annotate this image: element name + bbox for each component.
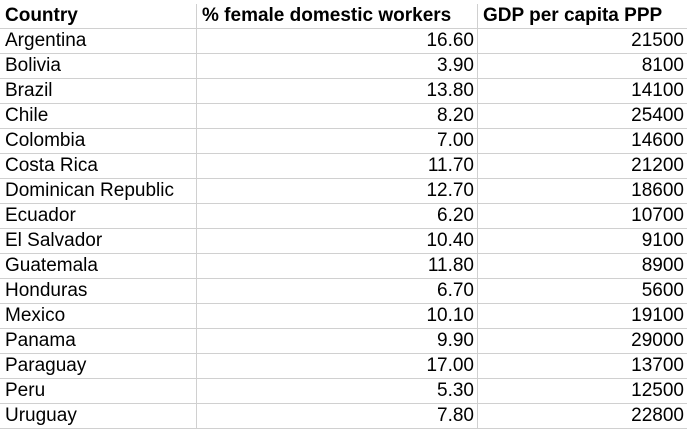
cell-female-domestic-workers[interactable]: 13.80 <box>197 79 478 104</box>
cell-country[interactable]: Mexico <box>0 304 197 329</box>
cell-gdp-per-capita[interactable]: 22800 <box>478 404 687 429</box>
cell-gdp-per-capita[interactable]: 21500 <box>478 29 687 54</box>
cell-country[interactable]: Paraguay <box>0 354 197 379</box>
cell-female-domestic-workers[interactable]: 8.20 <box>197 104 478 129</box>
cell-female-domestic-workers[interactable]: 11.70 <box>197 154 478 179</box>
cell-gdp-per-capita[interactable]: 8900 <box>478 254 687 279</box>
cell-gdp-per-capita[interactable]: 10700 <box>478 204 687 229</box>
cell-country[interactable]: Peru <box>0 379 197 404</box>
cell-country[interactable]: Dominican Republic <box>0 179 197 204</box>
cell-country[interactable]: El Salvador <box>0 229 197 254</box>
cell-female-domestic-workers[interactable]: 16.60 <box>197 29 478 54</box>
cell-female-domestic-workers[interactable]: 10.40 <box>197 229 478 254</box>
cell-female-domestic-workers[interactable]: 11.80 <box>197 254 478 279</box>
cell-female-domestic-workers[interactable]: 7.00 <box>197 129 478 154</box>
cell-country[interactable]: Ecuador <box>0 204 197 229</box>
cell-country[interactable]: Colombia <box>0 129 197 154</box>
cell-country[interactable]: Chile <box>0 104 197 129</box>
cell-female-domestic-workers[interactable]: 7.80 <box>197 404 478 429</box>
cell-country[interactable]: Argentina <box>0 29 197 54</box>
data-table: Country% female domestic workers GDP per … <box>0 4 687 429</box>
spreadsheet-grid: Country% female domestic workers GDP per … <box>0 4 687 433</box>
cell-country[interactable]: Costa Rica <box>0 154 197 179</box>
header-country[interactable]: Country <box>0 4 197 29</box>
cell-gdp-per-capita[interactable]: 5600 <box>478 279 687 304</box>
cell-gdp-per-capita[interactable]: 13700 <box>478 354 687 379</box>
cell-gdp-per-capita[interactable]: 19100 <box>478 304 687 329</box>
header-gdp-per-capita[interactable]: GDP per capita PPP <box>478 4 687 29</box>
cell-gdp-per-capita[interactable]: 14100 <box>478 79 687 104</box>
cell-female-domestic-workers[interactable]: 12.70 <box>197 179 478 204</box>
cell-country[interactable]: Bolivia <box>0 54 197 79</box>
cell-gdp-per-capita[interactable]: 18600 <box>478 179 687 204</box>
cell-gdp-per-capita[interactable]: 29000 <box>478 329 687 354</box>
cell-gdp-per-capita[interactable]: 8100 <box>478 54 687 79</box>
cell-gdp-per-capita[interactable]: 21200 <box>478 154 687 179</box>
cell-female-domestic-workers[interactable]: 17.00 <box>197 354 478 379</box>
cell-female-domestic-workers[interactable]: 3.90 <box>197 54 478 79</box>
cell-country[interactable]: Guatemala <box>0 254 197 279</box>
cell-female-domestic-workers[interactable]: 6.20 <box>197 204 478 229</box>
cell-gdp-per-capita[interactable]: 9100 <box>478 229 687 254</box>
cell-female-domestic-workers[interactable]: 5.30 <box>197 379 478 404</box>
cell-gdp-per-capita[interactable]: 12500 <box>478 379 687 404</box>
cell-country[interactable]: Honduras <box>0 279 197 304</box>
cell-female-domestic-workers[interactable]: 10.10 <box>197 304 478 329</box>
cell-country[interactable]: Brazil <box>0 79 197 104</box>
cell-country[interactable]: Uruguay <box>0 404 197 429</box>
cell-female-domestic-workers[interactable]: 9.90 <box>197 329 478 354</box>
cell-country[interactable]: Panama <box>0 329 197 354</box>
cell-female-domestic-workers[interactable]: 6.70 <box>197 279 478 304</box>
cell-gdp-per-capita[interactable]: 25400 <box>478 104 687 129</box>
header-female-domestic-workers[interactable]: % female domestic workers <box>197 4 478 29</box>
cell-gdp-per-capita[interactable]: 14600 <box>478 129 687 154</box>
